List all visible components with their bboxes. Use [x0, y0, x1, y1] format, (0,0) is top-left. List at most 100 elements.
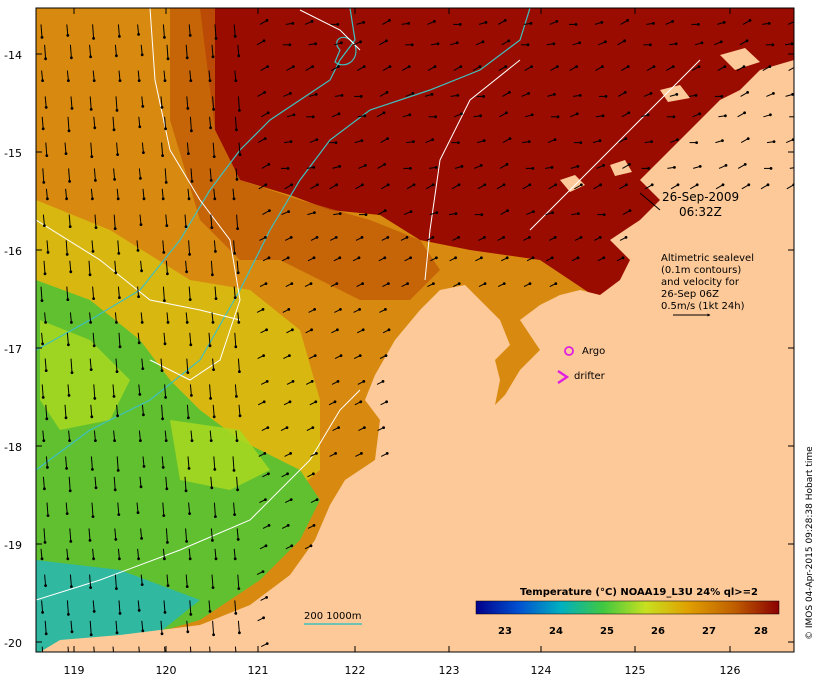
velocity-arrow: [113, 430, 116, 441]
velocity-arrow-head: [532, 210, 535, 214]
velocity-arrow: [45, 188, 48, 199]
velocity-arrow-head: [234, 612, 238, 615]
velocity-arrow-head: [238, 370, 241, 373]
velocity-arrow-head: [334, 141, 338, 145]
velocity-arrow-head: [505, 163, 509, 166]
velocity-arrow: [233, 502, 236, 515]
velocity-arrow-head: [338, 165, 341, 168]
velocity-arrow: [65, 456, 68, 469]
velocity-arrow: [214, 286, 217, 299]
velocity-arrow-head: [235, 128, 238, 132]
velocity-arrow: [209, 646, 211, 652]
velocity-arrow-head: [68, 439, 71, 442]
velocity-arrow: [165, 214, 168, 226]
velocity-arrow-head: [432, 282, 435, 285]
velocity-arrow-head: [791, 138, 794, 141]
velocity-arrow: [213, 502, 216, 517]
velocity-arrow-head: [213, 468, 217, 471]
velocity-arrow-head: [65, 467, 68, 470]
velocity-arrow: [238, 142, 241, 155]
velocity-arrow-head: [340, 94, 344, 97]
velocity-arrow: [68, 476, 71, 491]
velocity-arrow-head: [407, 65, 411, 68]
velocity-arrow: [138, 168, 141, 179]
velocity-arrow-head: [458, 23, 462, 26]
velocity-arrow-head: [185, 321, 189, 324]
velocity-arrow-head: [267, 472, 270, 476]
velocity-arrow-head: [579, 141, 583, 145]
velocity-arrow-head: [479, 164, 483, 167]
velocity-arrow-head: [382, 111, 386, 115]
velocity-arrow-head: [339, 354, 343, 357]
velocity-arrow-head: [552, 42, 556, 46]
velocity-arrow: [233, 286, 236, 298]
velocity-arrow-head: [186, 371, 190, 374]
colorbar-label: 23: [498, 626, 512, 637]
velocity-arrow-head: [650, 140, 653, 144]
velocity-arrow-head: [338, 256, 342, 260]
velocity-arrow-head: [70, 585, 73, 588]
velocity-arrow: [232, 456, 235, 471]
velocity-arrow-head: [137, 557, 141, 561]
velocity-arrow-head: [91, 515, 95, 518]
velocity-arrow-head: [214, 297, 218, 300]
velocity-arrow: [69, 260, 72, 272]
velocity-arrow-head: [43, 487, 46, 491]
velocity-arrow-head: [550, 166, 554, 169]
velocity-arrow-head: [41, 611, 44, 614]
velocity-arrow: [46, 240, 49, 253]
velocity-arrow-head: [161, 417, 165, 421]
velocity-arrow-head: [697, 65, 701, 68]
velocity-arrow: [112, 384, 115, 397]
velocity-arrow-head: [214, 557, 218, 561]
velocity-arrow-head: [91, 468, 94, 471]
velocity-arrow: [43, 260, 46, 274]
velocity-arrow-head: [359, 95, 363, 98]
velocity-arrow-head: [767, 22, 771, 25]
velocity-arrow: [141, 142, 144, 153]
velocity-arrow-head: [118, 345, 122, 349]
velocity-arrow-head: [160, 632, 164, 636]
lon-tick-label: 124: [531, 664, 552, 677]
velocity-arrow-head: [604, 95, 608, 98]
velocity-arrow-head: [625, 183, 628, 187]
velocity-arrow-head: [208, 344, 212, 348]
velocity-arrow: [160, 96, 163, 108]
velocity-arrow-head: [357, 256, 361, 260]
velocity-arrow-head: [163, 611, 167, 614]
velocity-arrow-head: [40, 557, 44, 561]
velocity-arrow-head: [233, 513, 237, 516]
velocity-arrow-head: [89, 55, 92, 59]
velocity-arrow-head: [409, 256, 412, 260]
colorbar-gradient: [475, 600, 780, 615]
velocity-arrow-head: [188, 298, 192, 301]
velocity-arrow-head: [163, 342, 167, 346]
velocity-arrow-head: [264, 282, 268, 285]
velocity-arrow-head: [312, 524, 316, 527]
velocity-arrow-head: [385, 39, 388, 43]
velocity-arrow: [93, 430, 96, 441]
velocity-arrow-head: [700, 41, 704, 45]
velocity-arrow-head: [41, 396, 45, 399]
velocity-arrow-head: [141, 629, 145, 633]
velocity-arrow: [160, 620, 163, 634]
velocity-arrow-head: [115, 109, 119, 112]
colorbar-label: 25: [600, 626, 614, 637]
velocity-arrow: [41, 70, 44, 81]
velocity-arrow-head: [556, 115, 560, 119]
velocity-arrow-head: [188, 557, 192, 561]
velocity-arrow-head: [531, 167, 535, 170]
lat-tick-label: -19: [4, 539, 22, 552]
velocity-arrow-head: [115, 321, 118, 324]
velocity-arrow-head: [288, 354, 291, 357]
velocity-arrow-head: [722, 21, 726, 24]
velocity-arrow-head: [89, 321, 92, 324]
velocity-arrow-head: [185, 270, 189, 274]
velocity-arrow-head: [578, 41, 581, 45]
velocity-arrow: [70, 96, 73, 109]
velocity-arrow: [42, 168, 45, 183]
velocity-arrow: [66, 24, 69, 36]
velocity-arrow-head: [65, 512, 69, 515]
velocity-arrow-head: [336, 23, 340, 26]
velocity-arrow-head: [68, 225, 72, 229]
